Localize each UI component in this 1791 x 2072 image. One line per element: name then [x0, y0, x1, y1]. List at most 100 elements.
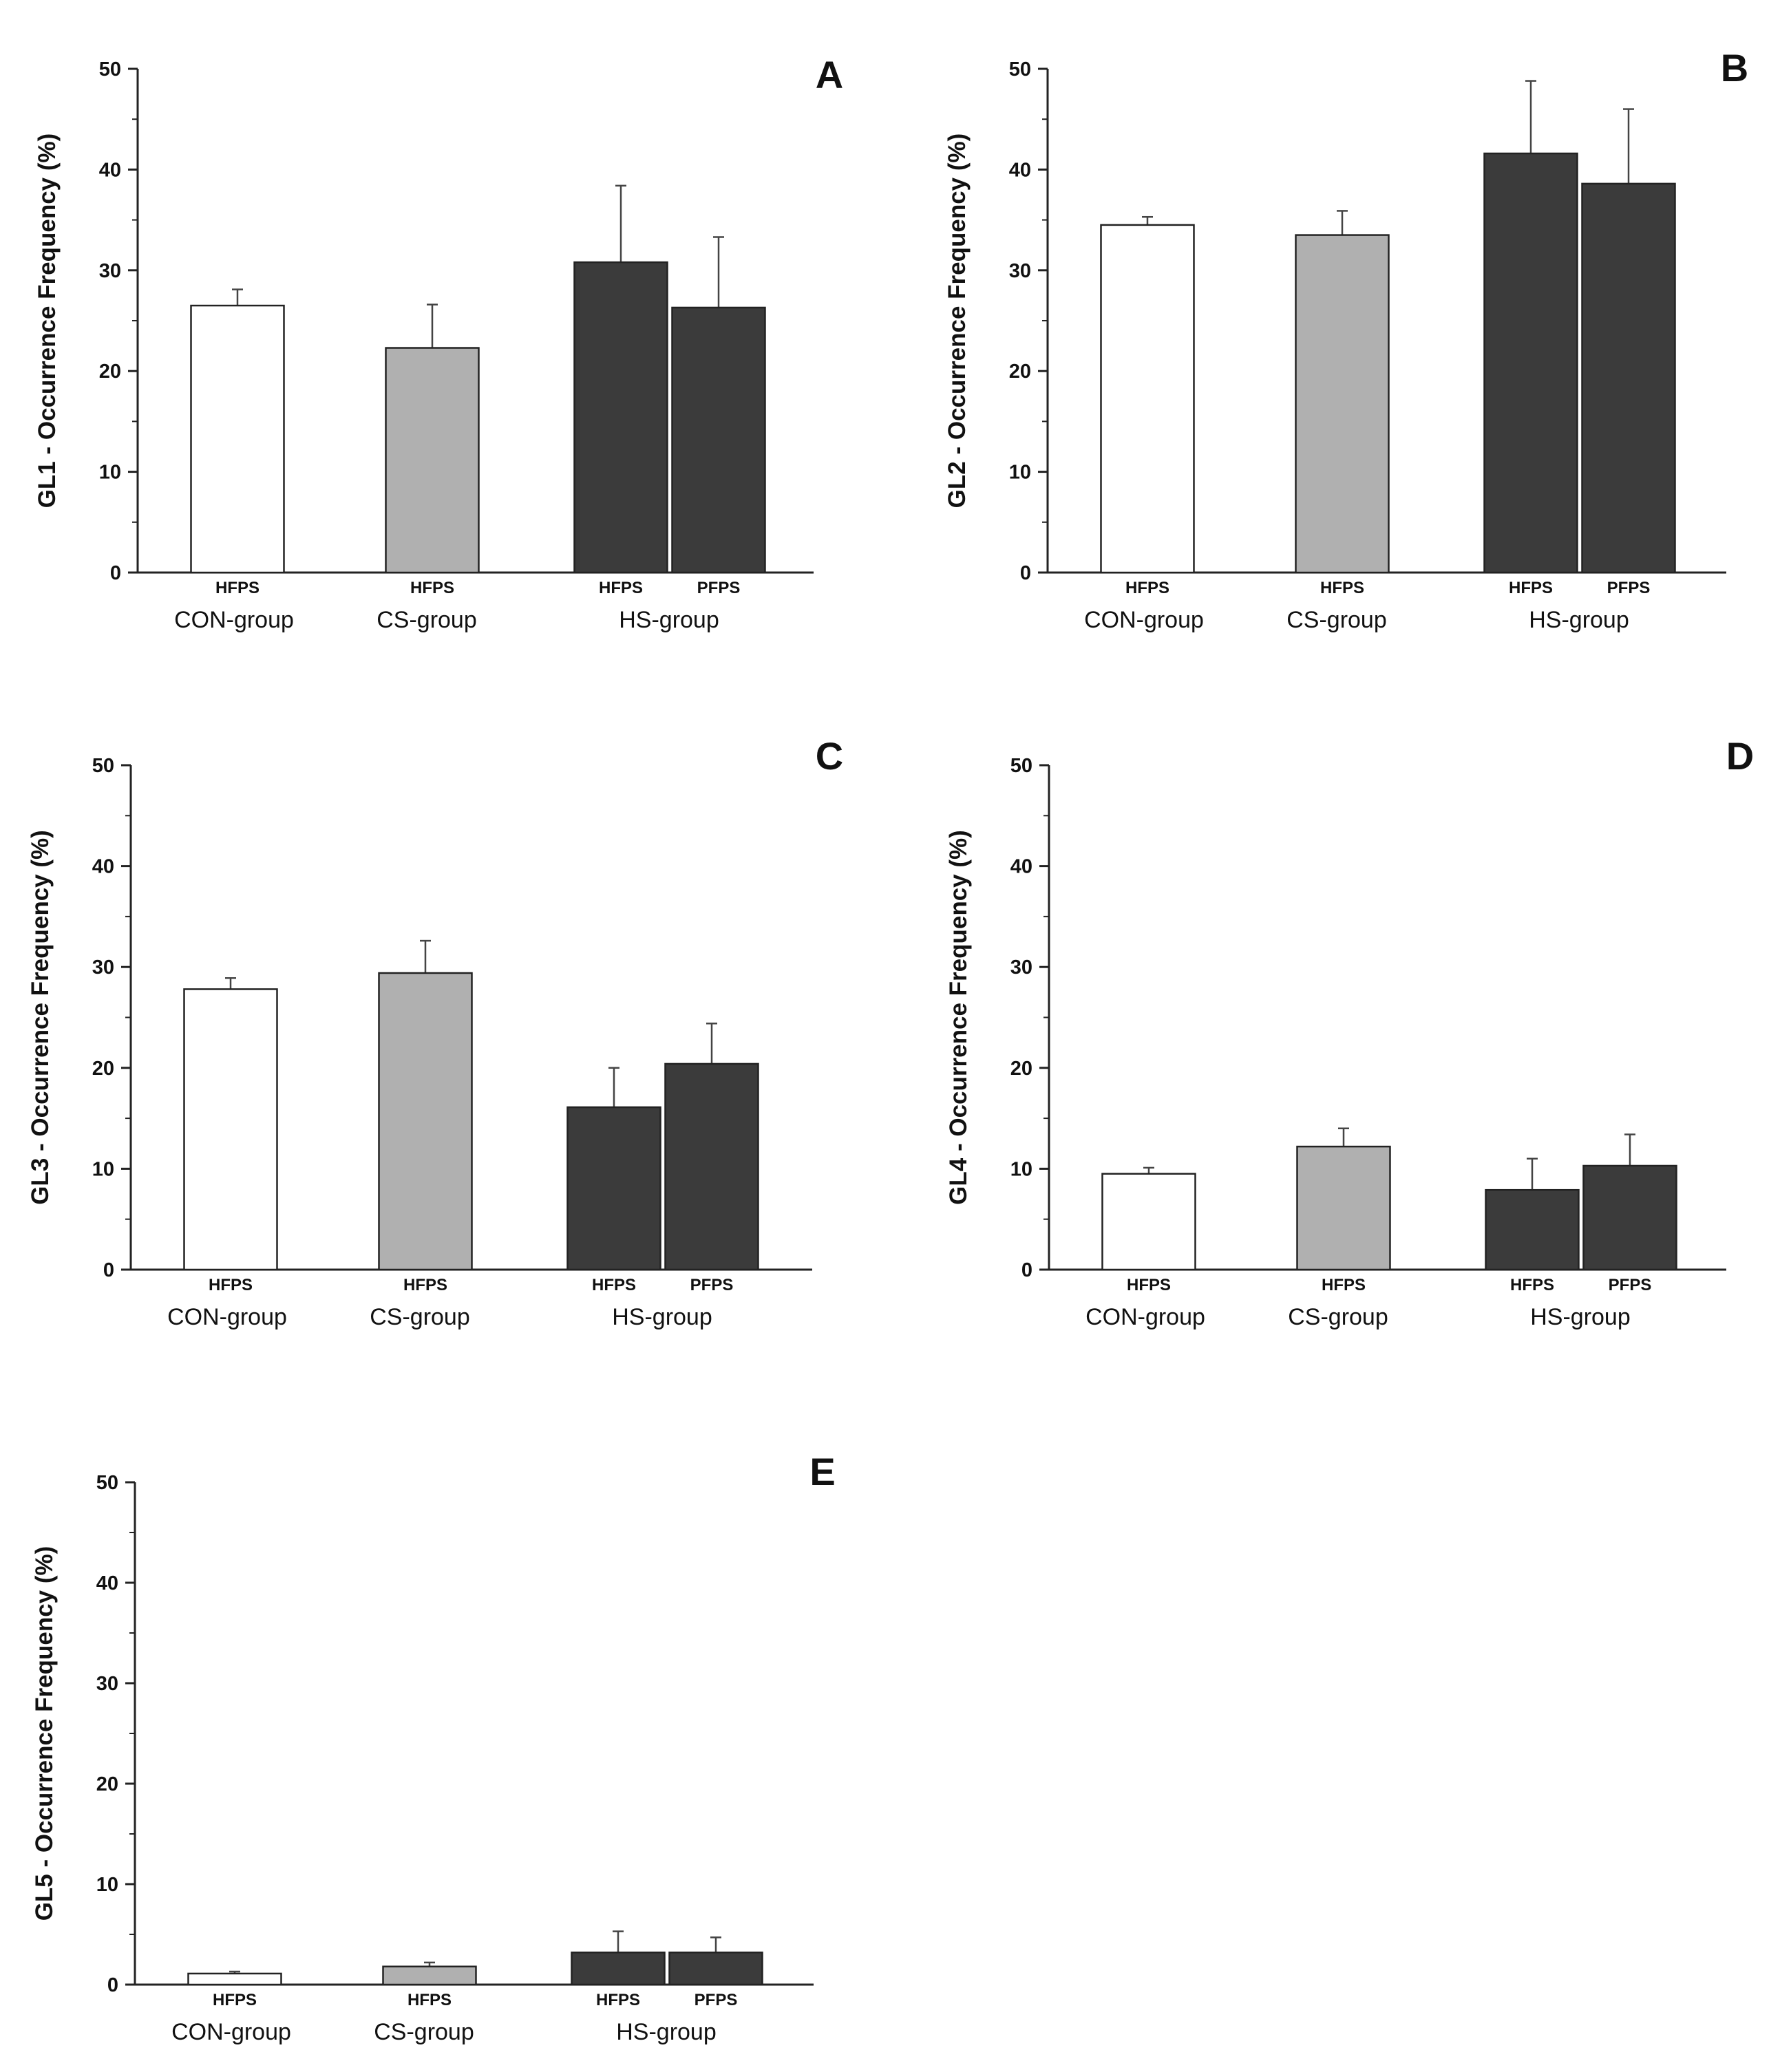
panel-e-bar-cs-group-hfps — [382, 1965, 477, 1986]
panel-c-bar-cs-group-hfps — [378, 972, 473, 1271]
panel-b-y-tick-label: 30 — [1009, 260, 1031, 282]
panel-b-group-label: CS-group — [1286, 607, 1387, 633]
panel-c-bar-label: HFPS — [592, 1276, 636, 1294]
panel-a-bar-con-group-hfps — [190, 304, 285, 574]
panel-a-bar-label: HFPS — [410, 579, 454, 597]
panel-a-y-tick-label: 10 — [99, 462, 121, 484]
panel-e-bar-hs-group-hfps — [571, 1952, 666, 1986]
panel-b-bar-label: PFPS — [1607, 579, 1651, 597]
panel-d-bar-label: PFPS — [1609, 1276, 1652, 1294]
panel-b-bar-label: HFPS — [1125, 579, 1169, 597]
panel-e-y-tick-label: 30 — [96, 1673, 118, 1695]
panel-b-y-tick-label: 20 — [1009, 361, 1031, 383]
panel-a-bar-label: HFPS — [599, 579, 643, 597]
panel-e-letter: E — [809, 1450, 835, 1493]
panel-b-bar-label: HFPS — [1320, 579, 1364, 597]
panel-c-bar-label: PFPS — [690, 1276, 734, 1294]
panel-c: 0 10 20 30 40 50 GL3 - Occurrence Frequency (%… — [27, 734, 843, 1330]
panel-c-group-label: CON-group — [167, 1304, 287, 1330]
panel-b-y-tick-label: 40 — [1009, 159, 1031, 181]
panel-a-y-tick-label: 20 — [99, 361, 121, 383]
panel-e-bar-label: HFPS — [213, 1991, 257, 2009]
panel-e-group-label: CON-group — [171, 2019, 291, 2045]
panel-b-y-tick-label: 10 — [1009, 462, 1031, 484]
panel-e-y-tick-label: 50 — [96, 1472, 118, 1494]
panel-d: 0 10 20 30 40 50 GL4 - Occurrence Frequency (%… — [945, 734, 1754, 1330]
panel-e-y-axis-label: GL5 - Occurrence Frequency (%) — [31, 1546, 58, 1921]
panel-a-bar-hs-group-hfps — [573, 261, 668, 574]
panel-d-group-label: CS-group — [1288, 1304, 1388, 1330]
panel-a: 0 10 20 30 40 50 GL1 - Occurrence Frequency (%… — [34, 53, 843, 633]
panel-b-letter: B — [1721, 46, 1748, 89]
panel-c-bar-hs-group-hfps — [566, 1106, 661, 1271]
panel-e-y-tick-label: 20 — [96, 1773, 118, 1795]
panel-d-bar-cs-group-hfps — [1296, 1145, 1391, 1271]
panel-c-group-label: HS-group — [612, 1304, 712, 1330]
panel-a-bar-label: HFPS — [215, 579, 259, 597]
panel-c-group-label: CS-group — [370, 1304, 470, 1330]
panel-e-bar-label: HFPS — [596, 1991, 640, 2009]
panel-d-bar-con-group-hfps — [1101, 1173, 1196, 1271]
panel-b-group-label: CON-group — [1084, 607, 1204, 633]
panel-b-bar-label: HFPS — [1509, 579, 1553, 597]
panel-c-y-axis-label: GL3 - Occurrence Frequency (%) — [27, 830, 54, 1205]
panel-c-bar-label: HFPS — [209, 1276, 253, 1294]
panel-e-bar-label: PFPS — [695, 1991, 738, 2009]
panel-c-y-tick-label: 0 — [103, 1259, 114, 1281]
panel-d-group-label: HS-group — [1530, 1304, 1631, 1330]
panel-b-bar-hs-group-hfps — [1483, 152, 1578, 574]
panel-d-y-tick-label: 0 — [1021, 1259, 1032, 1281]
panel-d-letter: D — [1726, 734, 1754, 778]
panel-d-bar-hs-group-pfps — [1582, 1164, 1677, 1271]
panel-e-group-label: CS-group — [374, 2019, 474, 2045]
panel-b-y-axis-label: GL2 - Occurrence Frequency (%) — [944, 133, 971, 509]
panel-a-y-tick-label: 0 — [110, 562, 121, 584]
panel-e-group-label: HS-group — [616, 2019, 717, 2045]
panel-e-y-tick-label: 10 — [96, 1874, 118, 1896]
panel-a-bar-hs-group-pfps — [671, 306, 766, 574]
panel-d-bar-label: HFPS — [1322, 1276, 1366, 1294]
panel-a-bar-label: PFPS — [697, 579, 741, 597]
panel-d-bar-label: HFPS — [1127, 1276, 1171, 1294]
panel-a-group-label: HS-group — [619, 607, 719, 633]
panel-e-bar-label: HFPS — [407, 1991, 452, 2009]
panel-a-y-tick-label: 30 — [99, 260, 121, 282]
panel-b-bar-cs-group-hfps — [1295, 234, 1390, 574]
panel-d-y-tick-label: 30 — [1010, 957, 1032, 979]
panel-c-bar-hs-group-pfps — [664, 1062, 759, 1271]
panel-b: 0 10 20 30 40 50 GL2 - Occurrence Frequency (%… — [944, 46, 1748, 633]
panel-a-letter: A — [816, 53, 843, 96]
panel-c-bar-label: HFPS — [403, 1276, 447, 1294]
panel-c-y-tick-label: 10 — [92, 1158, 114, 1180]
panel-a-y-tick-label: 40 — [99, 159, 121, 181]
panel-d-y-tick-label: 50 — [1010, 755, 1032, 777]
panel-e-y-tick-label: 40 — [96, 1572, 118, 1594]
panel-b-bar-con-group-hfps — [1100, 224, 1195, 574]
panel-b-bar-hs-group-pfps — [1581, 182, 1676, 574]
panel-c-y-tick-label: 20 — [92, 1058, 114, 1080]
panel-d-bar-label: HFPS — [1510, 1276, 1554, 1294]
panel-a-bar-cs-group-hfps — [385, 347, 480, 574]
panel-b-y-tick-label: 0 — [1020, 562, 1031, 584]
panel-c-letter: C — [816, 734, 843, 778]
panel-a-y-axis-label: GL1 - Occurrence Frequency (%) — [34, 133, 61, 509]
panel-b-y-tick-label: 50 — [1009, 58, 1031, 81]
panel-d-y-tick-label: 40 — [1010, 856, 1032, 878]
panel-e: 0 10 20 30 40 50 GL5 - Occurrence Frequency (%… — [31, 1450, 836, 2045]
panel-c-y-tick-label: 40 — [92, 856, 114, 878]
panel-c-y-tick-label: 50 — [92, 755, 114, 777]
panel-e-bar-con-group-hfps — [187, 1972, 282, 1986]
panel-d-bar-hs-group-hfps — [1485, 1188, 1580, 1271]
panel-c-y-tick-label: 30 — [92, 957, 114, 979]
panel-d-y-axis-label: GL4 - Occurrence Frequency (%) — [945, 830, 972, 1205]
panel-a-group-label: CS-group — [377, 607, 477, 633]
panel-d-group-label: CON-group — [1085, 1304, 1205, 1330]
panel-a-group-label: CON-group — [174, 607, 294, 633]
panel-d-y-tick-label: 20 — [1010, 1058, 1032, 1080]
panel-b-group-label: HS-group — [1529, 607, 1629, 633]
panel-a-y-tick-label: 50 — [99, 58, 121, 81]
panel-e-bar-hs-group-pfps — [668, 1952, 763, 1986]
panel-c-bar-con-group-hfps — [183, 988, 278, 1271]
panel-d-y-tick-label: 10 — [1010, 1158, 1032, 1180]
